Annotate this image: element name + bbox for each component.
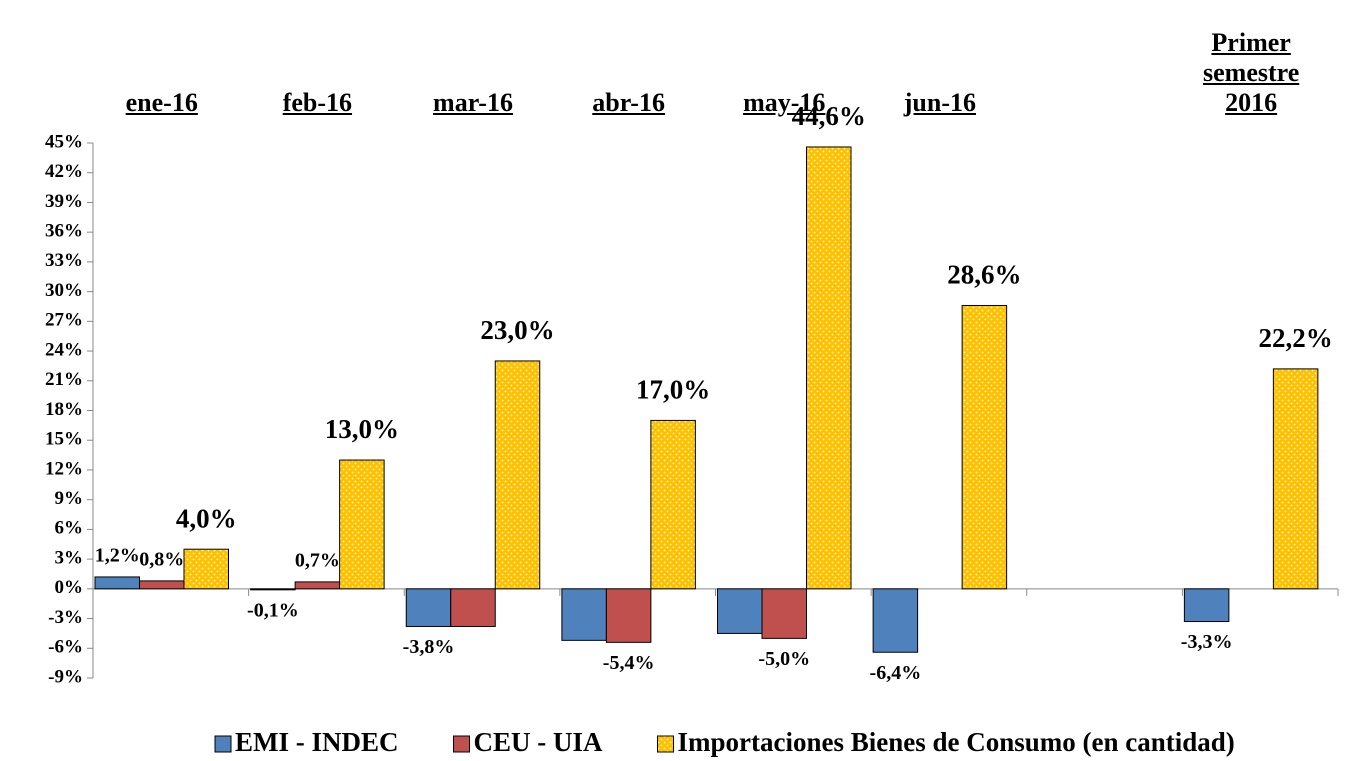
value-label: -3,3% <box>1181 631 1233 653</box>
bar <box>183 548 229 590</box>
bar <box>294 581 341 590</box>
bar <box>94 576 140 590</box>
y-tick-label: 24% <box>45 339 83 360</box>
y-tick-label: 45% <box>45 131 83 152</box>
legend-label: CEU - UIA <box>474 727 604 757</box>
bar <box>605 588 652 643</box>
bar <box>1183 588 1230 623</box>
bar <box>1272 368 1319 590</box>
bar <box>139 580 185 590</box>
y-tick-label: 18% <box>45 399 83 420</box>
y-tick-label: 12% <box>45 458 83 479</box>
bar <box>961 304 1008 590</box>
category-label: ene-16 <box>125 88 198 117</box>
y-tick-label: 0% <box>55 577 84 598</box>
legend-swatch <box>453 735 471 753</box>
value-label: 13,0% <box>325 414 399 444</box>
y-tick-label: -3% <box>48 607 83 628</box>
y-tick-label: 42% <box>45 161 83 182</box>
y-tick-label: 33% <box>45 250 83 271</box>
y-tick-label: 15% <box>45 429 83 450</box>
bar <box>717 588 763 634</box>
bar <box>450 588 496 627</box>
category-label: jun-16 <box>903 88 976 117</box>
bar <box>650 419 696 590</box>
bar <box>806 146 852 590</box>
bar <box>761 588 807 639</box>
y-tick-label: 3% <box>55 547 84 568</box>
bar <box>339 459 385 590</box>
y-tick-label: 6% <box>55 518 84 539</box>
value-label: 44,6% <box>792 101 866 131</box>
value-label: 22,2% <box>1259 323 1333 353</box>
category-label: abr-16 <box>592 88 665 117</box>
bar <box>561 588 607 641</box>
value-label: 17,0% <box>636 375 710 405</box>
value-label: 0,8% <box>139 549 184 571</box>
y-tick-label: 39% <box>45 191 83 212</box>
y-tick-label: 9% <box>55 488 84 509</box>
legend-swatch <box>214 735 232 753</box>
y-tick-label: 30% <box>45 280 83 301</box>
category-label: Primer semestre 2016 <box>1203 28 1300 117</box>
value-label: 4,0% <box>176 503 237 533</box>
value-label: -5,4% <box>603 652 655 674</box>
category-label: mar-16 <box>433 88 513 117</box>
y-tick-label: 27% <box>45 310 83 331</box>
y-tick-label: 36% <box>45 221 83 242</box>
category-label: feb-16 <box>282 88 353 117</box>
bar <box>872 588 919 653</box>
value-label: -6,4% <box>870 662 922 684</box>
bar <box>250 588 296 591</box>
value-label: -0,1% <box>247 599 299 621</box>
y-tick-label: -6% <box>48 637 83 658</box>
bar <box>405 588 452 627</box>
value-label: 1,2% <box>95 545 140 567</box>
y-tick-label: 21% <box>45 369 83 390</box>
value-label: 28,6% <box>947 260 1021 290</box>
legend-label: Importaciones Bienes de Consumo (en cant… <box>678 727 1235 757</box>
value-label: -3,8% <box>403 636 455 658</box>
legend-swatch <box>657 735 675 753</box>
value-label: 23,0% <box>480 315 554 345</box>
bar <box>494 360 541 590</box>
value-label: 0,7% <box>295 549 340 571</box>
legend-label: EMI - INDEC <box>235 727 399 757</box>
category-label: may-16 <box>743 88 826 117</box>
value-label: -5,0% <box>758 648 810 670</box>
y-tick-label: -9% <box>48 666 83 687</box>
